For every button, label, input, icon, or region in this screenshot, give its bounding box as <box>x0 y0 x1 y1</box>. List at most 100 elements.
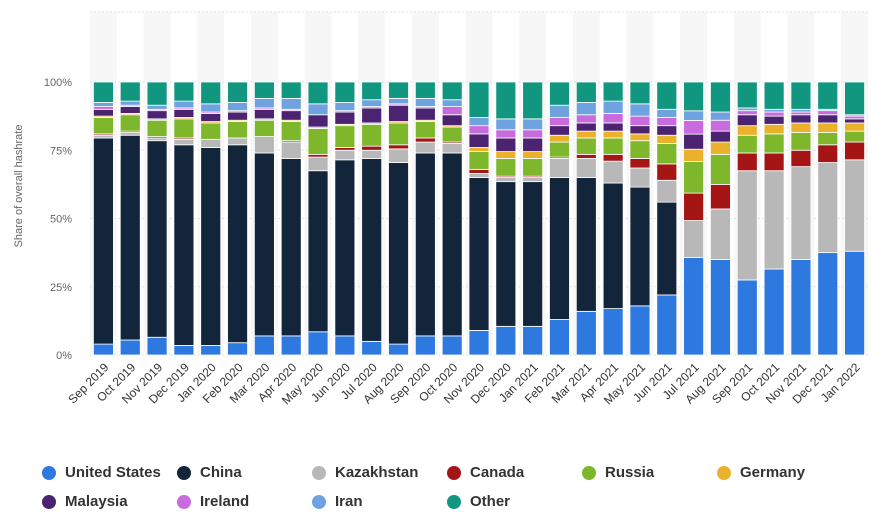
y-tick-label: 25% <box>50 282 72 294</box>
bar-segment <box>763 123 785 135</box>
bar-segment <box>253 81 275 99</box>
bar-segment <box>361 123 383 147</box>
bar-segment <box>146 104 168 110</box>
bar-segment <box>495 158 517 177</box>
bar-segment <box>790 108 812 113</box>
bar-segment <box>388 104 409 122</box>
bar-segment <box>119 339 141 356</box>
legend: United States China Kazakhstan Canada Russia… <box>42 458 862 516</box>
bar-segment <box>602 122 624 132</box>
bar-segment <box>361 107 383 124</box>
bar-segment <box>173 100 195 109</box>
bar-segment <box>334 81 356 103</box>
bar-segment <box>334 159 356 337</box>
bar-segment <box>388 148 409 163</box>
legend-item[interactable]: Germany <box>717 464 852 481</box>
bar-segment <box>146 137 168 142</box>
legend-item[interactable]: Kazakhstan <box>312 464 447 481</box>
bar-segment <box>173 138 195 146</box>
bar-segment <box>656 108 678 118</box>
bar-segment <box>93 343 114 356</box>
bar-segment <box>119 100 141 106</box>
bar-segment <box>602 182 624 309</box>
bar-segment <box>361 149 383 159</box>
bar-segment <box>441 335 463 356</box>
bar-segment <box>334 102 356 112</box>
bar-segment <box>468 330 490 356</box>
bar-segment <box>575 130 597 139</box>
legend-swatch <box>447 494 461 509</box>
bar-segment <box>468 133 490 148</box>
bar-segment <box>710 208 731 260</box>
bar-segment <box>602 160 624 184</box>
legend-item[interactable]: Iran <box>312 493 447 510</box>
bar-segment <box>495 181 517 327</box>
bar-segment <box>683 133 705 150</box>
bar-segment <box>307 103 329 116</box>
bar-segment <box>119 114 141 132</box>
bar-segment <box>790 166 812 260</box>
bar-segment <box>200 112 222 122</box>
bar-segment <box>629 305 651 356</box>
bar-segment <box>549 158 570 178</box>
bar-segment <box>710 119 731 132</box>
legend-item[interactable]: United States <box>42 464 177 481</box>
legend-item[interactable]: Russia <box>582 464 717 481</box>
bar-segment <box>495 151 517 159</box>
bar-segment <box>334 125 356 148</box>
legend-swatch <box>42 494 56 509</box>
bar-segment <box>307 128 329 155</box>
bar-segment <box>575 114 597 124</box>
legend-item[interactable]: Other <box>447 493 582 510</box>
bar-segment <box>173 108 195 118</box>
bar-segment <box>817 122 839 133</box>
bar-segment <box>119 81 141 102</box>
bar-segment <box>173 144 195 346</box>
bar-segment <box>468 117 490 127</box>
bar-segment <box>575 122 597 132</box>
bar-segment <box>93 134 114 139</box>
bar-segment <box>227 102 248 112</box>
bar-segment <box>146 81 168 106</box>
bar-segment <box>227 121 248 139</box>
bar-segment <box>710 141 731 155</box>
bar-segment <box>93 137 114 345</box>
bar-segment <box>629 133 651 142</box>
bar-segment <box>683 192 705 221</box>
bar-segment <box>227 137 248 146</box>
bar-segment <box>575 153 597 159</box>
legend-swatch <box>582 465 596 480</box>
legend-item[interactable]: Canada <box>447 464 582 481</box>
bar-segment <box>388 343 409 356</box>
bar-segment <box>522 181 544 327</box>
legend-item[interactable]: China <box>177 464 312 481</box>
bar-segment <box>93 108 114 117</box>
bar-segment <box>495 177 517 183</box>
bar-segment <box>119 134 141 341</box>
bar-segment <box>710 81 731 113</box>
bar-segment <box>334 149 356 161</box>
bar-segment <box>441 143 463 154</box>
bar-segment <box>280 335 302 356</box>
bar-segment <box>522 325 544 356</box>
bar-segment <box>736 107 758 112</box>
bar-segment <box>683 220 705 258</box>
bar-segment <box>414 137 436 143</box>
legend-item[interactable]: Malaysia <box>42 493 177 510</box>
bar-segment <box>388 81 409 99</box>
bar-segment <box>736 114 758 127</box>
bar-segment <box>549 141 570 158</box>
bar-segment <box>683 81 705 112</box>
legend-label: Canada <box>470 464 525 481</box>
bars <box>93 81 865 356</box>
legend-label: Ireland <box>200 493 250 510</box>
bar-segment <box>307 331 329 356</box>
legend-swatch <box>177 465 191 480</box>
bar-segment <box>495 81 517 120</box>
bar-segment <box>844 115 865 120</box>
legend-item[interactable]: Ireland <box>177 493 312 510</box>
bar-segment <box>763 152 785 172</box>
bar-segment <box>736 81 758 109</box>
